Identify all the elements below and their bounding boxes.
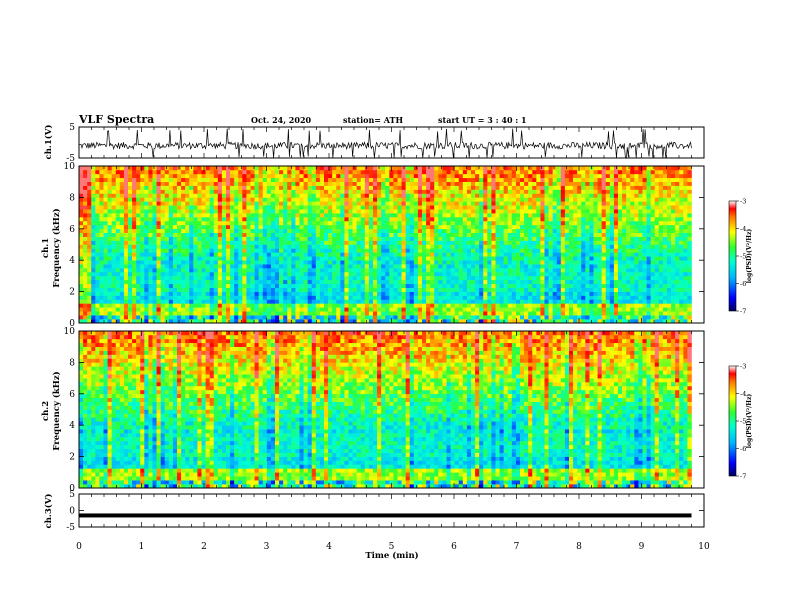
ch2-colorbar-scale [728,365,737,477]
ch2-spectrogram-colorbar-tick-2: -5 [740,418,746,426]
ch1-spectrogram-ytick-label-2: 4 [69,256,75,266]
ch2-spectrogram-ylabel-line2: Frequency (kHz) [51,371,62,450]
ch2-spectrogram-panel: 0 2 4 6 8 10 [64,327,705,494]
ch2-spectrogram-colorbar-tick-3: -6 [740,445,746,453]
ch2-spectrogram-ylabel-line1: ch.2 [41,401,51,421]
ch1-colorbar: -3 -4 -5 -6 -7 log(PSD)(V²/Hz) [728,198,753,316]
x-axis-ticks: 0 1 2 3 4 5 6 7 8 9 10 [76,542,710,552]
ch2-spectrogram-ytick-label-5: 10 [64,327,76,337]
x-tick-label-3: 3 [264,542,270,552]
ch3-waveform-ytick-label-1: 0 [69,507,75,517]
ch2-colorbar: -3 -4 -5 -6 -7 log(PSD)(V²/Hz) [728,363,753,481]
x-tick-label-2: 2 [201,542,207,552]
ch2-colorbar-label: log(PSD)(V²/Hz) [746,394,753,449]
ch2-spectrogram-heatmap-image [79,331,692,489]
x-tick-label-9: 9 [639,542,645,552]
ch1-spectrogram-ylabel-line2: Frequency (kHz) [51,208,62,287]
ch1-spectrogram-ytick-label-1: 2 [69,288,75,298]
ch1-spectrogram-ytick-label-4: 8 [69,193,75,203]
ch1-colorbar-scale [728,200,737,312]
ch1-spectrogram-ytick-label-5: 10 [64,162,76,172]
x-tick-label-0: 0 [76,542,82,552]
ch1-waveform-ytick-label-0: 5 [69,123,75,133]
ch1-spectrogram-colorbar-tick-4: -7 [740,308,746,316]
ch1-spectrogram-ylabel-line1: ch.1 [41,238,51,258]
figure-title: VLF Spectra [78,113,154,126]
x-tick-label-10: 10 [698,542,710,552]
ch2-spectrogram-colorbar-tick-1: -4 [740,390,746,398]
ch1-spectrogram-colorbar-tick-0: -3 [740,198,746,206]
ch2-spectrogram-ytick-label-2: 4 [69,421,75,431]
x-tick-label-4: 4 [326,542,332,552]
x-tick-label-6: 6 [451,542,457,552]
ch1-spectrogram-ytick-label-0: 0 [69,319,75,329]
start-ut-label: start UT = 3 : 40 : 1 [438,115,527,125]
ch3-waveform-panel: 5 0 -5 [66,490,705,533]
ch1-spectrogram-ytick-label-3: 6 [69,225,75,235]
ch3-waveform-ytick-label-2: -5 [66,523,75,533]
ch1-spectrogram-colorbar-tick-1: -4 [740,225,746,233]
ch2-spectrogram-ytick-label-0: 0 [69,484,75,494]
ch1-waveform-trace [78,128,692,159]
ch1-spectrogram-colorbar-tick-3: -6 [740,280,746,288]
ch1-waveform-ytick-label-1: -5 [66,154,75,164]
ch1-colorbar-label: log(PSD)(V²/Hz) [746,229,753,284]
date-label: Oct. 24, 2020 [251,115,312,125]
ch1-spectrogram-panel: 0 2 4 6 8 10 [64,162,705,329]
x-tick-label-5: 5 [389,542,395,552]
x-axis-label: Time (min) [365,550,418,561]
ch1-spectrogram-heatmap-image [79,166,692,324]
ch3-waveform-trace [79,513,692,518]
x-tick-label-1: 1 [139,542,145,552]
x-tick-label-7: 7 [514,542,520,552]
ch2-spectrogram-colorbar-tick-0: -3 [740,363,746,371]
ch1-spectrogram-colorbar-tick-2: -5 [740,253,746,261]
ch1-waveform-panel: 5 -5 [66,123,705,164]
ch3-waveform-ylabel: ch.3(V) [43,494,54,529]
ch2-spectrogram-ytick-label-4: 8 [69,358,75,368]
ch1-waveform-ylabel: ch.1(V) [43,125,54,160]
station-label: station= ATH [343,115,403,125]
x-tick-label-8: 8 [576,542,582,552]
ch2-spectrogram-ytick-label-1: 2 [69,453,75,463]
ch2-spectrogram-ytick-label-3: 6 [69,390,75,400]
ch2-spectrogram-colorbar-tick-4: -7 [740,473,746,481]
ch3-waveform-ytick-label-0: 5 [69,490,75,500]
